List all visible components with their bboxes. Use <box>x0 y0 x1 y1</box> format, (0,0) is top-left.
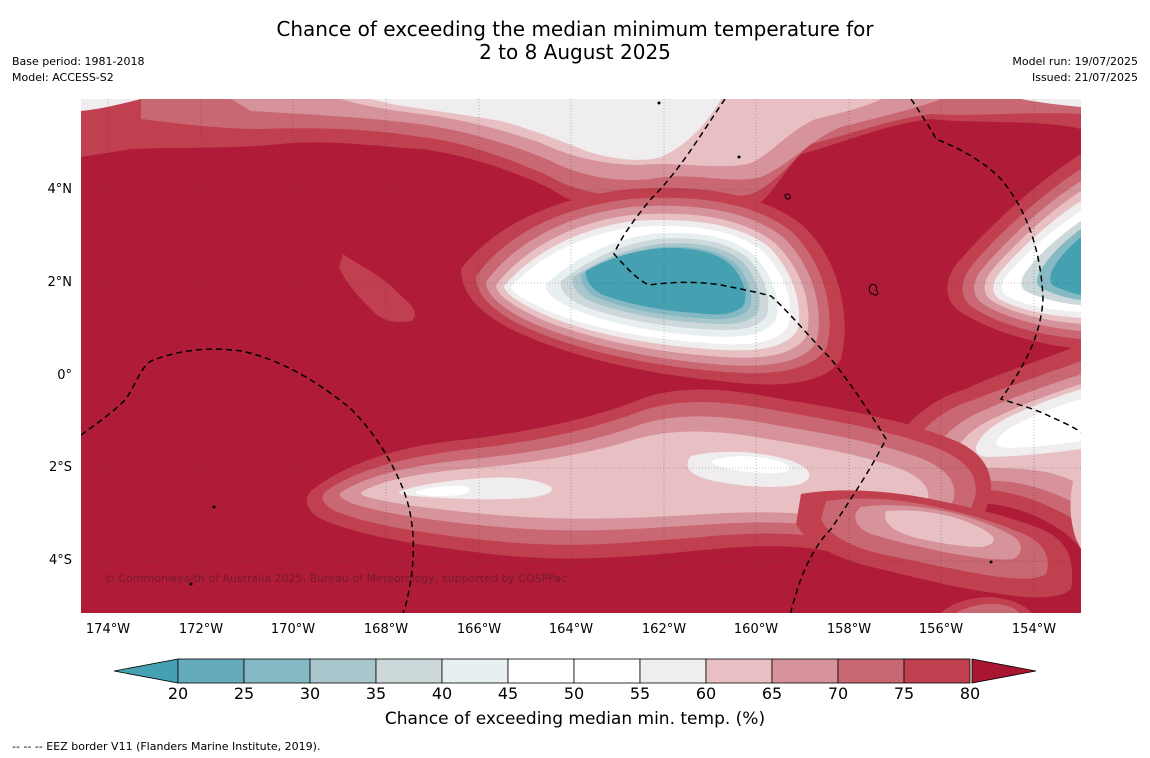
island-outline <box>868 284 879 296</box>
base-period: Base period: 1981-2018 <box>12 55 145 68</box>
colorbar-cell <box>177 658 245 684</box>
field-60 <box>885 510 994 547</box>
island-dot <box>189 582 193 586</box>
lon-label: 158°W <box>826 622 872 637</box>
issued-date: Issued: 21/07/2025 <box>1031 71 1138 84</box>
eez-border <box>910 99 1081 433</box>
colorbar-tick: 45 <box>497 684 519 703</box>
colorbar-tick: 70 <box>827 684 849 703</box>
lon-label: 168°W <box>363 622 409 637</box>
colorbar-tick: 65 <box>761 684 783 703</box>
colorbar-cell <box>771 658 839 684</box>
island-dot <box>212 505 216 509</box>
base-info: Base period: 1981-2018 Model: ACCESS-S2 <box>12 54 144 86</box>
field-20 <box>1050 237 1081 295</box>
lat-label-4s: 4°S <box>48 553 72 568</box>
colorbar-cell <box>705 658 773 684</box>
chart-title: Chance of exceeding the median minimum t… <box>0 18 1150 64</box>
colorbar-tick: 50 <box>563 684 585 703</box>
field-20 <box>585 247 746 315</box>
model-name: Model: ACCESS-S2 <box>12 71 114 84</box>
colorbar-tick: 20 <box>167 684 189 703</box>
lon-label: 156°W <box>918 622 964 637</box>
field-60 <box>360 431 929 524</box>
lon-label: 174°W <box>85 622 131 637</box>
lon-label: 154°W <box>1011 622 1057 637</box>
colorbar-tick: 25 <box>233 684 255 703</box>
field-55 <box>1021 99 1081 107</box>
field-60 <box>1070 459 1081 549</box>
field-50 <box>996 399 1081 448</box>
colorbar-tick: 55 <box>629 684 651 703</box>
colorbar-cell <box>507 658 575 684</box>
lon-label: 170°W <box>270 622 316 637</box>
colorbar-cell <box>837 658 905 684</box>
island-outline <box>784 193 791 200</box>
island-dot <box>657 101 661 105</box>
colorbar-tick: 80 <box>959 684 981 703</box>
run-info: Model run: 19/07/2025 Issued: 21/07/2025 <box>1012 54 1138 86</box>
colorbar-tick: 40 <box>431 684 453 703</box>
field-50 <box>711 456 789 474</box>
colorbar <box>114 658 1036 684</box>
colorbar-high-extend <box>971 658 1036 684</box>
colorbar-cell <box>309 658 377 684</box>
lat-label-2n: 2°N <box>47 275 73 290</box>
eez-border <box>613 99 887 613</box>
lon-label: 160°W <box>733 622 779 637</box>
eez-footnote: -- -- -- EEZ border V11 (Flanders Marine… <box>12 740 321 753</box>
map-panel <box>81 99 1081 613</box>
title-line-1: Chance of exceeding the median minimum t… <box>276 17 874 41</box>
lat-label-0: 0° <box>57 368 72 383</box>
colorbar-cells <box>177 658 971 684</box>
title-line-2: 2 to 8 August 2025 <box>479 40 671 64</box>
colorbar-cell <box>243 658 311 684</box>
colorbar-low-extend <box>114 658 179 684</box>
lat-label-4n: 4°N <box>47 182 73 197</box>
field-50 <box>416 485 470 497</box>
field-55 <box>371 99 721 160</box>
field-70 <box>956 603 1019 613</box>
colorbar-cell <box>639 658 707 684</box>
lon-label: 164°W <box>548 622 594 637</box>
lon-label: 162°W <box>641 622 687 637</box>
lat-label-2s: 2°S <box>48 460 72 475</box>
model-run: Model run: 19/07/2025 <box>1012 55 1138 68</box>
colorbar-cell <box>903 658 971 684</box>
colorbar-tick: 75 <box>893 684 915 703</box>
lon-label: 166°W <box>456 622 502 637</box>
colorbar-cell <box>573 658 641 684</box>
forecast-map <box>81 99 1081 613</box>
field-55 <box>81 99 141 111</box>
lon-label: 172°W <box>178 622 224 637</box>
colorbar-cell <box>441 658 509 684</box>
colorbar-tick: 35 <box>365 684 387 703</box>
island-dot <box>737 155 741 159</box>
colorbar-tick: 30 <box>299 684 321 703</box>
eez-border <box>81 348 415 613</box>
field-75 <box>339 254 416 323</box>
copyright-notice: © Commonwealth of Australia 2025, Bureau… <box>104 572 568 585</box>
colorbar-cell <box>375 658 443 684</box>
colorbar-tick: 60 <box>695 684 717 703</box>
colorbar-title: Chance of exceeding median min. temp. (%… <box>384 709 766 729</box>
